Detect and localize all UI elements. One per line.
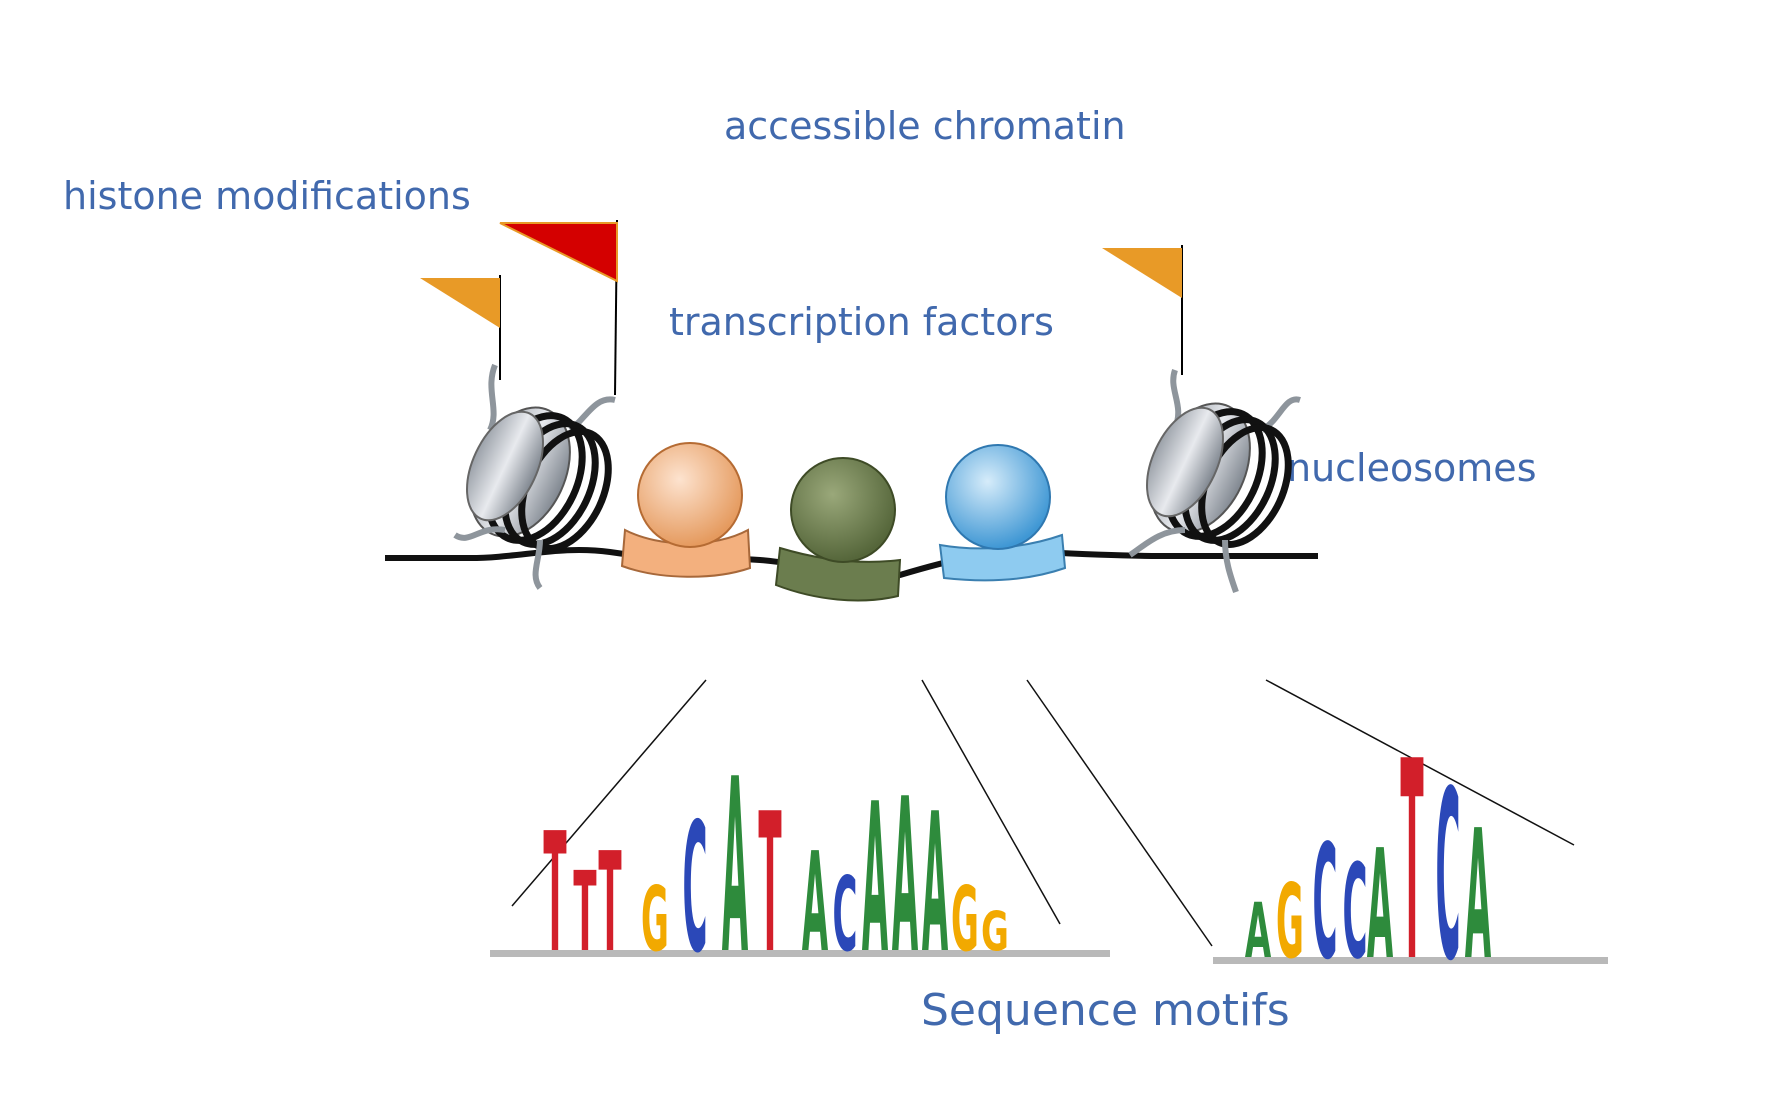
motif-letter-a: A — [892, 753, 918, 1000]
transcription-factor-blue — [938, 444, 1067, 582]
motif-letter-g: G — [981, 900, 1009, 964]
motif-letter-a: A — [722, 729, 748, 1008]
motif-letter-t: T — [1400, 704, 1423, 1023]
sequence-motifs-label: Sequence motifs — [921, 985, 1290, 1036]
motif-letter-g: G — [951, 867, 979, 971]
histone-flag-red — [499, 219, 618, 396]
nucleosome-right — [1128, 369, 1301, 593]
motif-letter-c: C — [683, 786, 708, 993]
motif-letter-c: C — [1436, 743, 1461, 1013]
zoom-lines — [511, 679, 1575, 947]
motif-right-baseline — [1213, 957, 1608, 964]
transcription-factors-label: transcription factors — [669, 300, 1054, 344]
motif-letter-t: T — [543, 798, 566, 989]
motif-letter-t: T — [598, 822, 621, 983]
motif-letter-g: G — [1276, 863, 1304, 982]
motif-letter-a: A — [862, 759, 888, 999]
histone-flag-orange-left — [420, 275, 501, 380]
transcription-factor-orange — [620, 442, 752, 578]
motif-letter-c: C — [833, 856, 858, 975]
histone-flag-orange-right — [1102, 245, 1183, 375]
nucleosomes-label: nucleosomes — [1287, 446, 1537, 490]
motif-letter-g: G — [641, 867, 669, 971]
motif-letter-c: C — [1313, 810, 1338, 994]
motif-left-baseline — [490, 950, 1110, 957]
transcription-factor-green — [774, 457, 902, 602]
motif-letter-a: A — [802, 822, 828, 983]
motif-letter-a: A — [922, 773, 948, 996]
motif-letter-c: C — [1343, 838, 1368, 989]
motif-letter-a: A — [1245, 887, 1271, 975]
motif-letter-a: A — [1367, 818, 1393, 993]
accessible-chromatin-label: accessible chromatin — [724, 104, 1126, 148]
nucleosome-left — [453, 363, 616, 590]
motif-letter-t: T — [573, 850, 596, 977]
motif-letter-t: T — [758, 773, 781, 996]
histone-modifications-label: histone modifications — [63, 174, 471, 218]
motif-letter-a: A — [1465, 793, 1491, 1000]
